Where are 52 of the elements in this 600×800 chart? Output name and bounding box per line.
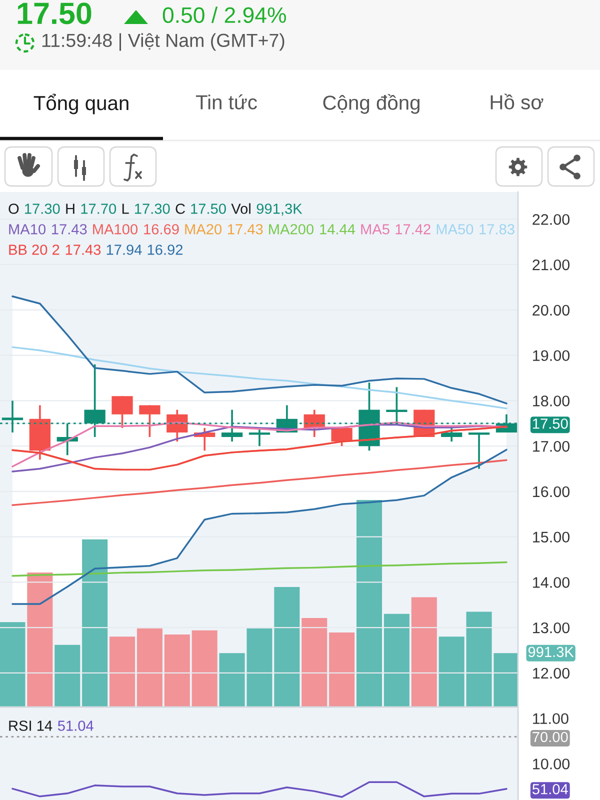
y-tick-label: 19.00 [533,350,570,362]
annotation: C [176,204,185,214]
annotation: 17.70 [81,204,116,214]
y-tick-label: 14.00 [533,577,570,588]
text: Tổng quan [34,94,128,114]
annotation: L [122,204,129,214]
y-tick-label: 20.00 [532,304,570,316]
annotation: 17.43 [52,224,87,234]
text: 11:59:48 | Việt Nam (GMT+7) [42,33,284,51]
y-tick-label: 70.00 [532,732,568,742]
annotation: 17.30 [134,204,170,214]
text: 17.50 [18,2,92,24]
y-tick-label: 17.00 [533,440,570,452]
text: MA100 [93,224,138,234]
y-tick-label: 15.00 [533,532,570,543]
annotation: 17.94 [106,244,142,255]
text: MA200 [269,224,314,234]
text: MA20 [185,224,222,234]
text: MA5 [361,224,390,234]
text: MA50 [436,224,474,234]
annotation: 17.42 [396,224,430,234]
y-tick-label: 10.00 [533,758,570,770]
y-tick-label: 51.04 [532,784,568,794]
annotation: 51.04 [58,720,94,731]
annotation: 991,3K [256,204,302,216]
text: 17.50 [191,204,226,214]
annotation: 17.30 [24,204,60,214]
annotation: 16.69 [144,224,179,234]
chart-subtitle: 0.50 / 2.94% [162,6,286,23]
y-tick-label: 17.50 [533,418,568,429]
annotation: 16.92 [148,244,183,255]
annotation: Vol [231,203,250,214]
y-tick-label: 11.00 [533,713,568,724]
text: RSI 14 [9,720,52,731]
y-tick-label: 13.00 [533,622,570,634]
y-tick-label: 18.00 [533,396,570,406]
annotation: 17.43 [228,224,263,234]
text: Tin tức [196,94,257,110]
annotation: 14.44 [320,224,356,234]
y-tick-label: 21.00 [532,259,570,270]
annotation: 17.43 [66,244,101,255]
annotation: O [8,204,19,214]
text: Hồ sơ [490,94,544,110]
text: 991.3K [528,646,574,658]
text: Cộng đồng [323,94,420,114]
text: BB 20 2 [9,244,60,255]
annotation: 17.83 [480,224,514,234]
annotation: H [66,204,74,214]
text: MA10 [9,224,46,234]
y-tick-label: 12.00 [533,668,570,679]
y-tick-label: 22.00 [532,214,570,225]
y-tick-label: 16.00 [533,486,570,498]
